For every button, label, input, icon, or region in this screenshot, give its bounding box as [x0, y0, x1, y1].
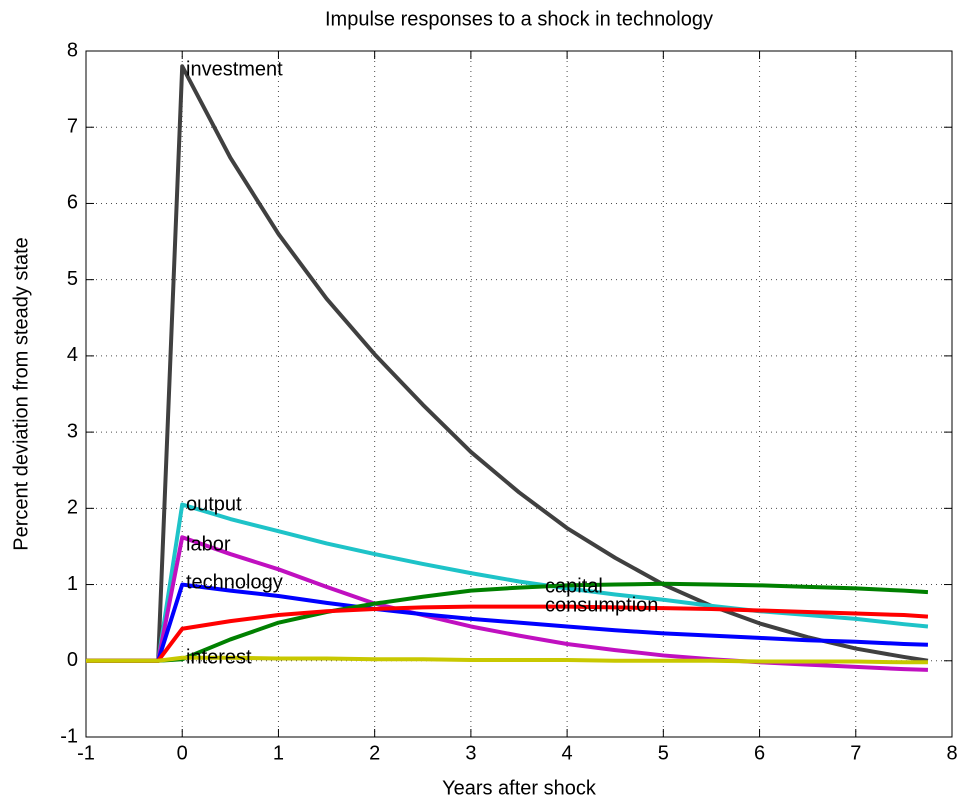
series-line: [86, 581, 929, 663]
series-label: output: [186, 493, 242, 515]
y-axis-label: Percent deviation from steady state: [10, 237, 32, 551]
series-line: [86, 502, 929, 663]
y-tick-label: 0: [67, 649, 78, 671]
series-line: [86, 582, 929, 663]
y-tick-label: 8: [67, 39, 78, 61]
y-tick-label: 5: [67, 268, 78, 290]
y-tick-label: -1: [60, 725, 78, 747]
series-line: [86, 655, 928, 665]
series-label: capital: [545, 575, 603, 597]
x-axis-label: Years after shock: [442, 777, 597, 799]
series-label: labor: [186, 533, 231, 555]
plot-frame: [85, 50, 953, 738]
series-label: technology: [186, 571, 283, 593]
y-tick-label: 1: [67, 573, 78, 595]
series-label: consumption: [545, 594, 658, 616]
series-label: interest: [186, 646, 252, 668]
y-tick-label: 7: [67, 116, 78, 138]
series-line: [86, 604, 929, 663]
x-tick-label: 3: [465, 742, 476, 764]
x-tick-label: 8: [946, 742, 957, 764]
y-tick-label: 4: [67, 344, 78, 366]
y-tick-label: 3: [67, 420, 78, 442]
y-tick-label: 6: [67, 192, 78, 214]
x-tick-label: -1: [77, 742, 95, 764]
x-tick-label: 1: [273, 742, 284, 764]
series-line: [86, 535, 929, 672]
y-tick-label: 2: [67, 497, 78, 519]
x-tick-label: 6: [754, 742, 765, 764]
series-label: investment: [186, 58, 283, 80]
series-line: [86, 64, 929, 663]
x-tick-label: 4: [562, 742, 573, 764]
x-tick-label: 0: [177, 742, 188, 764]
x-tick-label: 2: [369, 742, 380, 764]
chart-title: Impulse responses to a shock in technolo…: [325, 8, 713, 30]
x-tick-label: 7: [850, 742, 861, 764]
x-tick-label: 5: [658, 742, 669, 764]
